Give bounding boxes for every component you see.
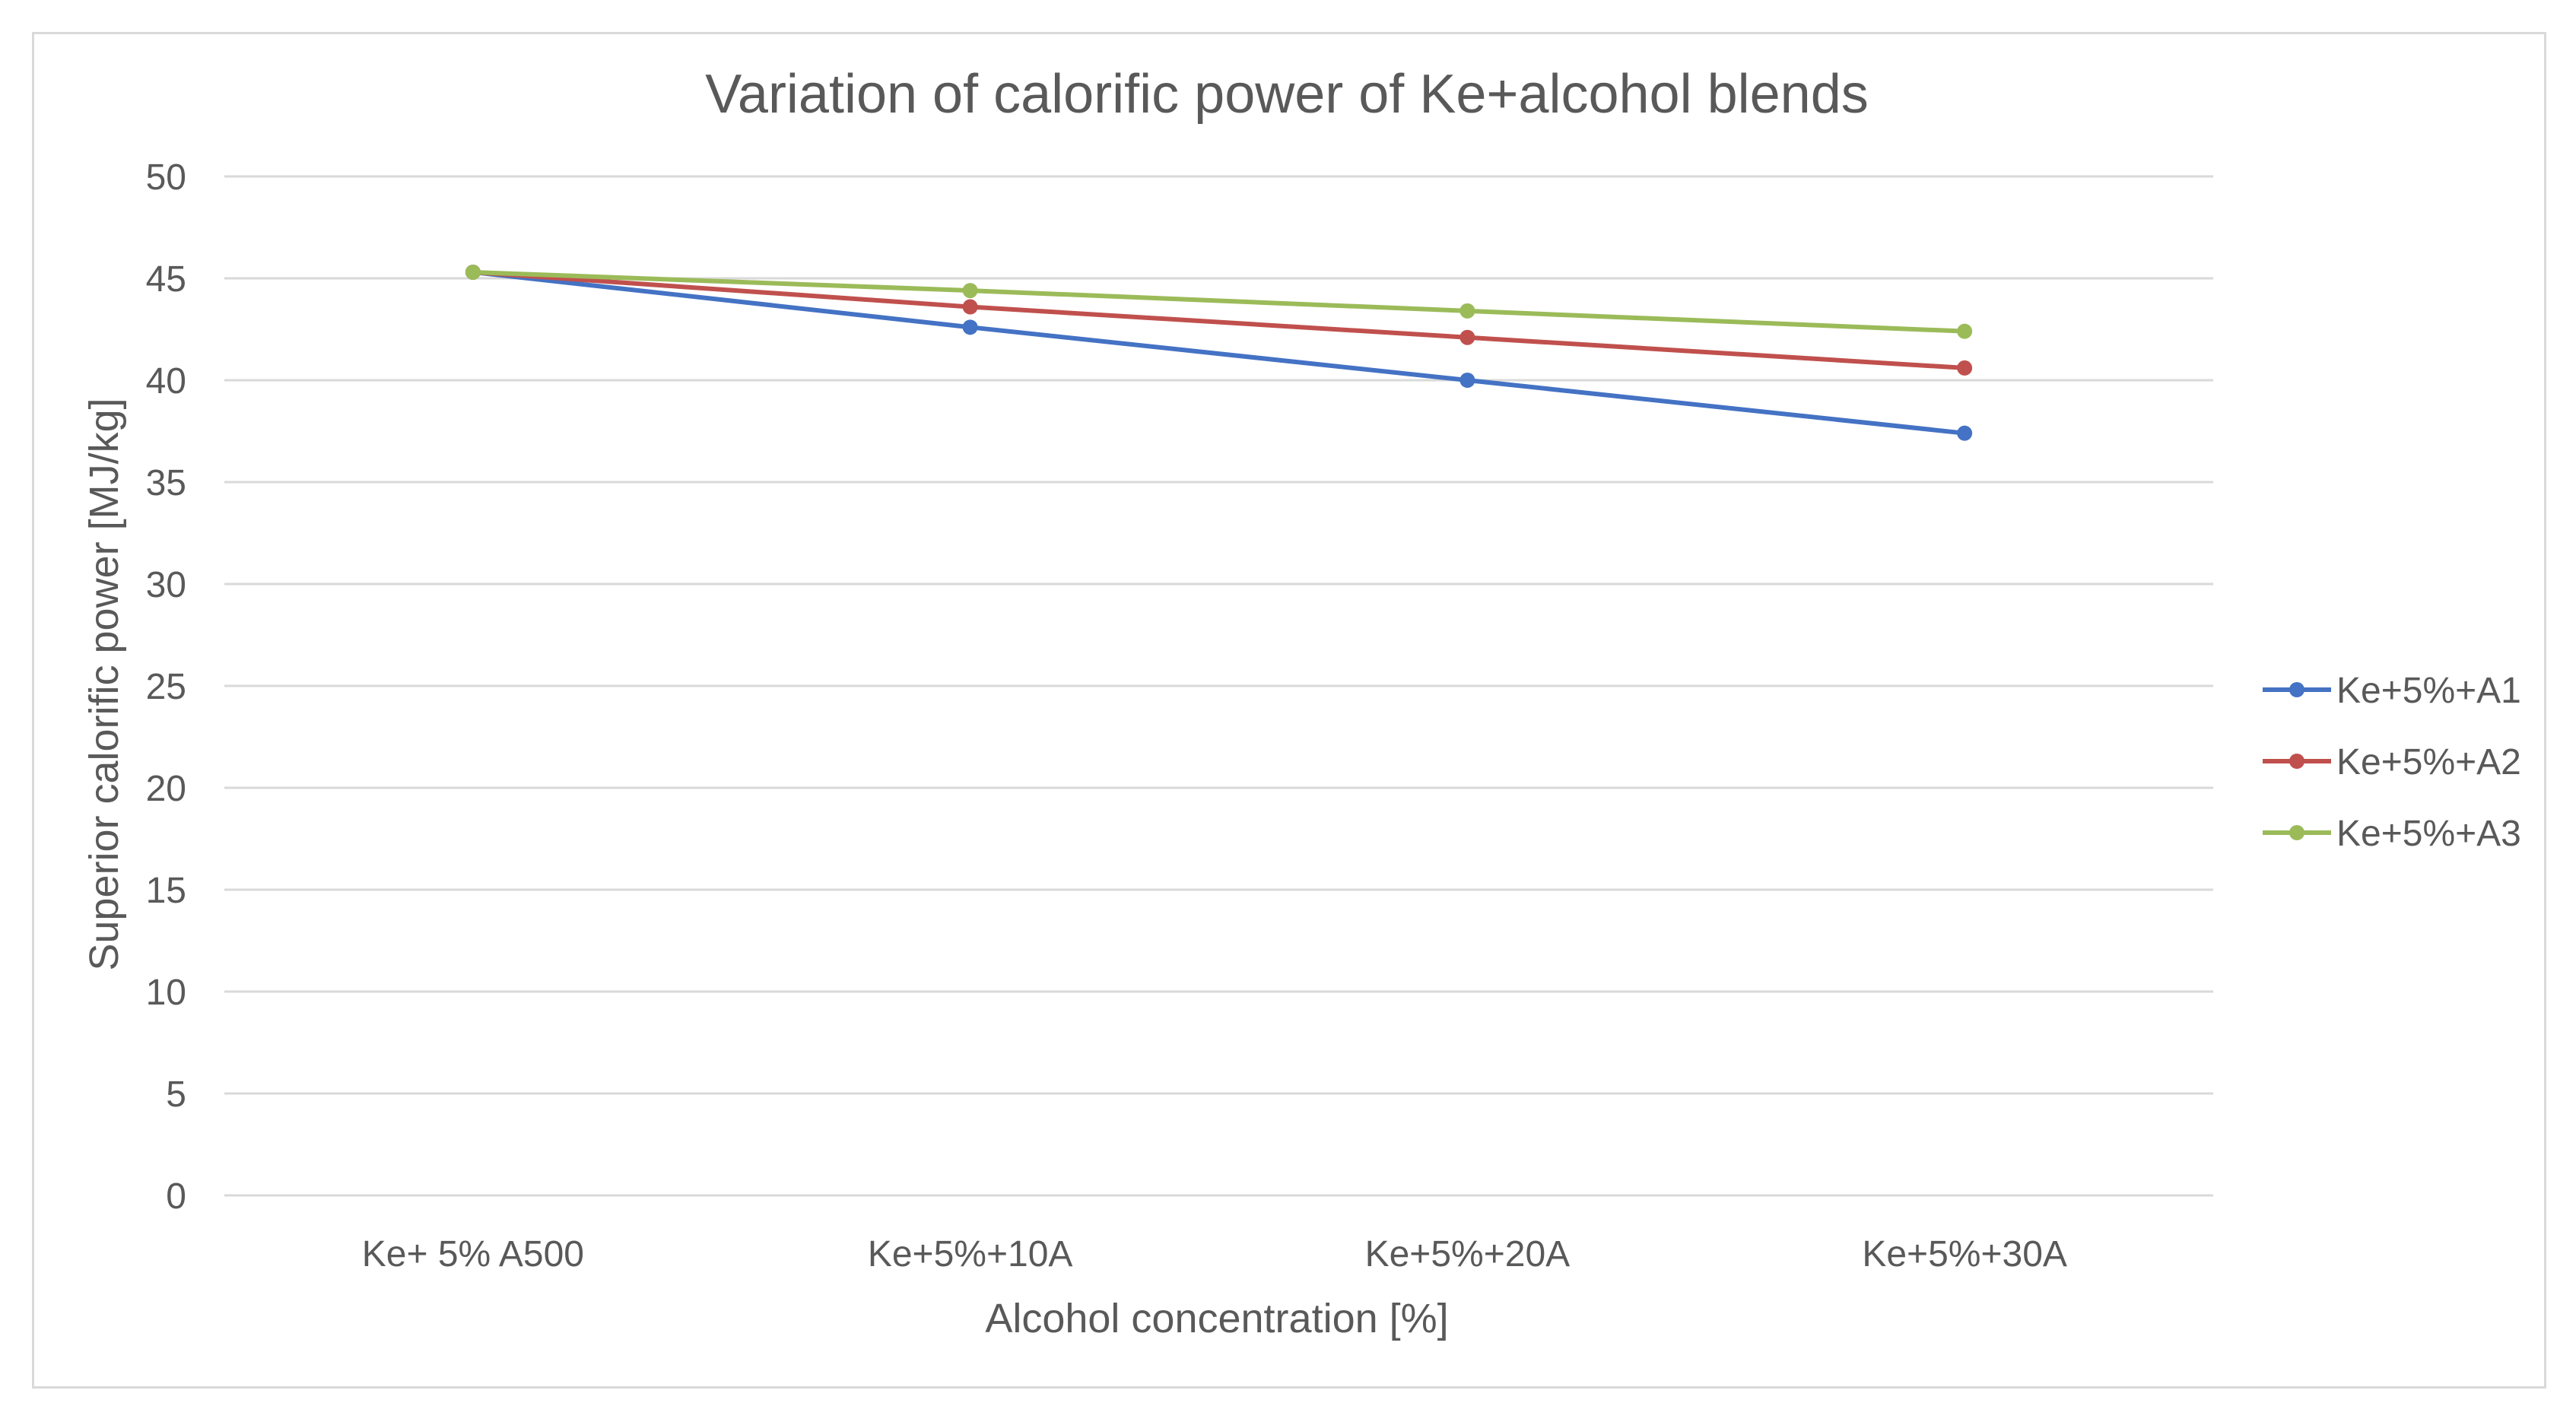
legend-item: Ke+5%+A2 <box>2263 742 2521 782</box>
legend-item: Ke+5%+A1 <box>2263 671 2521 711</box>
legend-marker <box>2289 825 2304 840</box>
y-tick-label: 0 <box>166 1176 186 1217</box>
series-3 <box>465 264 1973 339</box>
legend-item: Ke+5%+A3 <box>2263 814 2521 854</box>
y-axis-title: Superior calorific power [MJ/kg] <box>81 398 127 970</box>
x-tick-label: Ke+5%+30A <box>1862 1234 2067 1274</box>
legend: Ke+5%+A1 Ke+5%+A2 Ke+5%+A3 <box>2263 671 2521 854</box>
data-point <box>465 264 481 280</box>
legend-label: Ke+5%+A2 <box>2336 742 2521 782</box>
chart-title: Variation of calorific power of Ke+alcoh… <box>705 64 1869 125</box>
series-line <box>470 269 1968 436</box>
y-tick-label: 35 <box>146 463 186 503</box>
legend-label: Ke+5%+A3 <box>2336 814 2521 854</box>
y-tick-label: 5 <box>166 1074 186 1115</box>
x-tick-label: Ke+ 5% A500 <box>362 1234 584 1274</box>
data-point <box>1460 373 1475 388</box>
data-point <box>962 283 978 299</box>
legend-marker <box>2289 682 2304 697</box>
data-point <box>962 319 978 335</box>
legend-label: Ke+5%+A1 <box>2336 671 2521 711</box>
data-point <box>1957 360 1973 376</box>
y-tick-label: 15 <box>146 871 186 911</box>
y-tick-label: 45 <box>146 259 186 300</box>
y-tick-label: 20 <box>146 769 186 809</box>
data-point <box>1957 425 1973 441</box>
data-point <box>1957 323 1973 339</box>
legend-marker <box>2289 754 2304 769</box>
data-point <box>1460 329 1475 345</box>
x-tick-label: Ke+5%+20A <box>1365 1234 1571 1274</box>
series-lines <box>465 264 1973 441</box>
x-tick-label: Ke+5%+10A <box>868 1234 1073 1274</box>
chart-area <box>32 32 2546 1389</box>
data-point <box>1460 303 1475 319</box>
series-line <box>470 269 1968 334</box>
data-point <box>962 299 978 315</box>
x-axis-tick-labels: Ke+ 5% A500 Ke+5%+10A Ke+5%+20A Ke+5%+30A <box>362 1234 2067 1274</box>
series-line <box>470 269 1968 370</box>
y-tick-label: 50 <box>146 157 186 198</box>
y-tick-label: 25 <box>146 667 186 707</box>
y-tick-label: 30 <box>146 565 186 605</box>
y-tick-label: 10 <box>146 973 186 1013</box>
y-axis-tick-labels: 0 5 10 15 20 25 30 35 40 45 50 <box>146 157 186 1217</box>
y-tick-label: 40 <box>146 361 186 402</box>
x-axis-title: Alcohol concentration [%] <box>985 1296 1448 1341</box>
